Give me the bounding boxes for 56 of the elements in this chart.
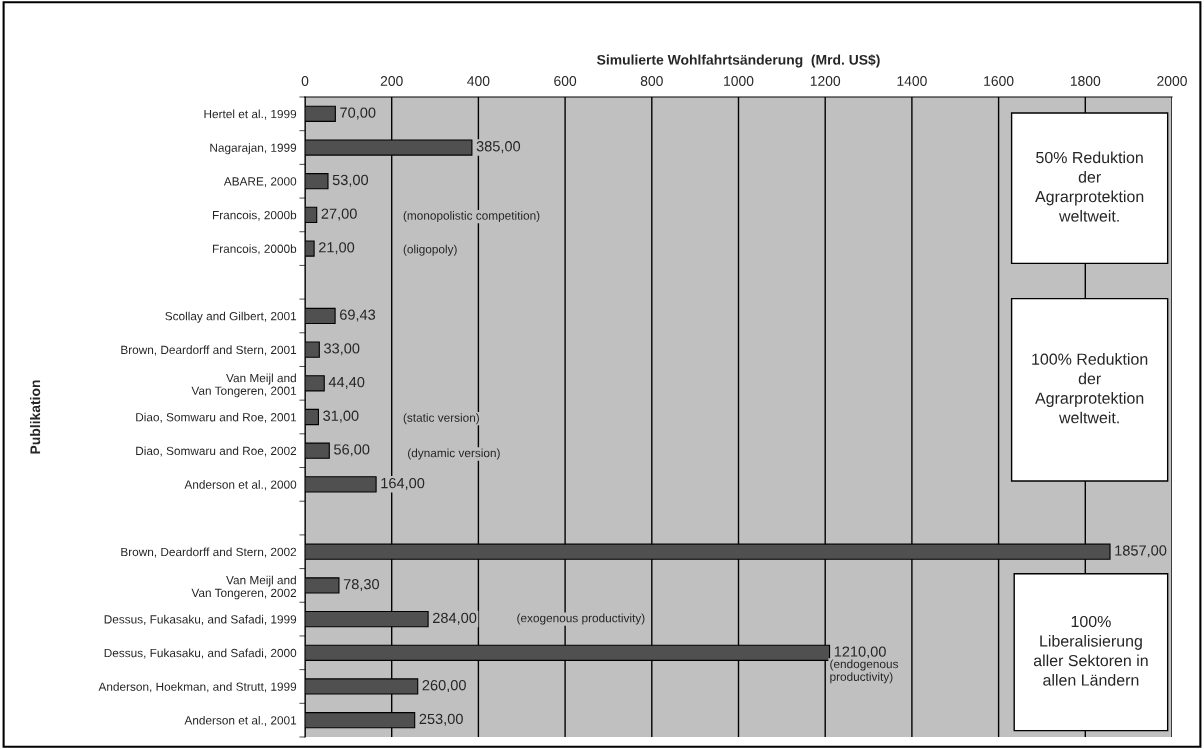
x-axis-title: Simulierte Wohlfahrtsänderung (Mrd. US$): [597, 54, 880, 68]
y-tick-label: Anderson et al., 2000: [184, 480, 297, 491]
y-tick-label: Diao, Somwaru and Roe, 2001: [136, 412, 297, 423]
annotation: (oligopoly): [403, 244, 457, 256]
annotation: (monopolistic competition): [403, 211, 540, 223]
y-tick-label: Francois, 2000b: [212, 244, 297, 255]
x-tick-label: 200: [380, 76, 403, 86]
annotation: 100% Reduktion der Agrarprotektion weltweit.: [1032, 353, 1148, 424]
annotation: 50% Reduktion der Agrarprotektion weltweit.: [1035, 151, 1144, 222]
annotation: (exogenous productivity): [517, 613, 645, 625]
data-label: 31,00: [323, 410, 359, 423]
data-label: 253,00: [419, 713, 463, 726]
annotation: (static version): [403, 413, 479, 425]
x-tick-label: 2000: [1157, 76, 1187, 86]
x-tick-label: 600: [554, 76, 577, 86]
x-tick-label: 1800: [1070, 76, 1101, 86]
data-label: 1857,00: [1115, 545, 1167, 558]
x-tick-label: 0: [301, 76, 309, 86]
annotation: (dynamic version): [408, 448, 500, 460]
data-label: 78,30: [343, 579, 380, 592]
data-label: 44,40: [328, 376, 365, 389]
y-tick-label: ABARE, 2000: [223, 177, 297, 187]
annotation: 100% Liberalisierung aller Sektoren in allen Ländern: [1033, 615, 1148, 686]
x-tick-label: 1600: [984, 76, 1014, 86]
data-label: 21,00: [319, 242, 355, 255]
data-label: 284,00: [433, 612, 477, 625]
data-label: 69,43: [340, 309, 376, 322]
y-axis-title: Publikation: [29, 380, 41, 454]
x-tick-label: 1000: [724, 76, 754, 86]
data-label: 260,00: [422, 680, 466, 693]
annotation: (endogenous productivity): [830, 659, 899, 684]
data-label: 1210,00: [834, 646, 886, 659]
y-tick-label: Nagarajan, 1999: [210, 143, 297, 155]
data-label: 70,00: [340, 107, 376, 120]
x-tick-label: 800: [640, 76, 663, 86]
y-tick-label: Anderson, Hoekman, and Strutt, 1999: [98, 682, 297, 693]
y-tick-label: Hertel et al., 1999: [204, 109, 297, 120]
x-tick-label: 1200: [810, 76, 841, 86]
y-tick-label: Dessus, Fukasaku, and Safadi, 1999: [104, 614, 297, 625]
y-tick-label: Anderson et al., 2001: [184, 715, 297, 726]
data-label: 27,00: [321, 208, 357, 221]
data-label: 164,00: [381, 477, 425, 491]
data-label: 385,00: [476, 141, 521, 154]
data-label: 53,00: [332, 174, 369, 187]
x-tick-label: 400: [467, 76, 490, 86]
y-tick-label: Van Meijl and Van Tongeren, 2001: [191, 373, 297, 398]
y-tick-label: Scollay and Gilbert, 2001: [165, 311, 297, 323]
x-tick-label: 1400: [897, 76, 927, 86]
y-tick-label: Diao, Somwaru and Roe, 2002: [136, 446, 297, 457]
y-tick-label: Brown, Deardorff and Stern, 2001: [121, 345, 297, 356]
y-tick-label: Francois, 2000b: [212, 210, 297, 221]
y-tick-label: Van Meijl and Van Tongeren, 2002: [191, 575, 297, 600]
data-label: 56,00: [334, 444, 370, 457]
y-tick-label: Dessus, Fukasaku, and Safadi, 2000: [104, 648, 297, 659]
data-label: 33,00: [324, 343, 360, 356]
y-tick-label: Brown, Deardorff and Stern, 2002: [121, 547, 297, 558]
